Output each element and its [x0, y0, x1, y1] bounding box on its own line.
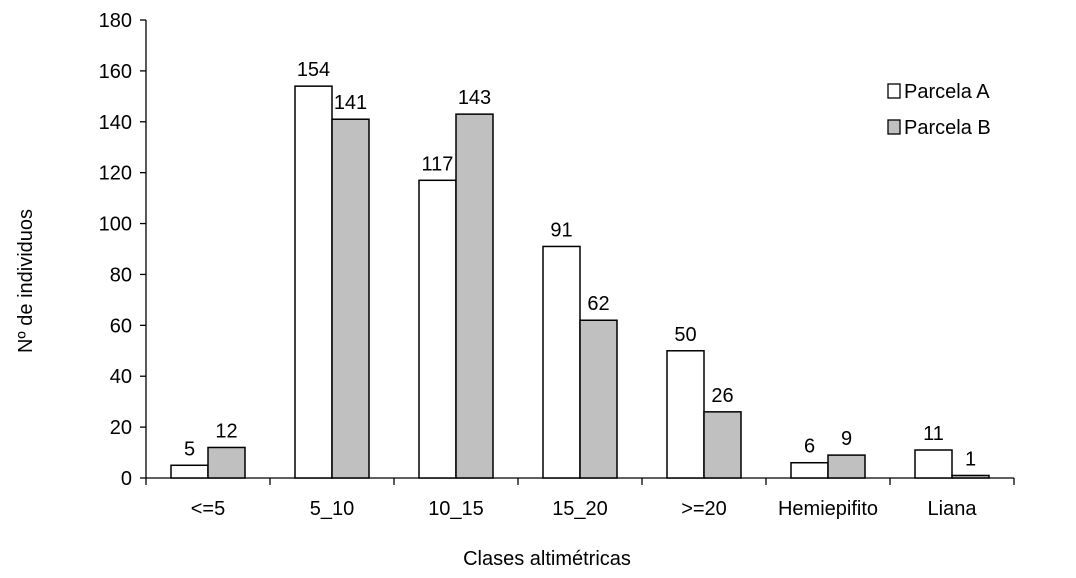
x-tick-label: >=20: [681, 498, 727, 520]
data-label: 62: [587, 293, 609, 315]
y-tick-label: 180: [99, 10, 132, 32]
data-label: 9: [841, 428, 852, 450]
data-label: 5: [184, 438, 195, 460]
bar-parcela-b: [207, 446, 246, 479]
y-tick-label: 120: [99, 163, 132, 185]
bar-parcela-b: [827, 454, 866, 479]
data-label: 117: [422, 153, 454, 175]
data-label: 11: [923, 423, 944, 445]
x-tick-label: 10_15: [428, 498, 484, 520]
bar-parcela-b: [455, 113, 494, 479]
y-axis-title: Nº de individuos: [15, 209, 37, 353]
data-label: 12: [215, 420, 237, 442]
x-tick-label: 5_10: [310, 498, 355, 520]
y-tick-label: 100: [99, 214, 132, 236]
bar-parcela-a: [294, 85, 333, 479]
bar-parcela-a: [170, 464, 209, 479]
data-label: 26: [711, 385, 733, 407]
x-tick-label: Hemiepifito: [778, 498, 878, 520]
data-label: 1: [965, 448, 976, 470]
bar-parcela-b: [331, 118, 370, 479]
y-tick-label: 160: [99, 61, 132, 83]
y-tick-label: 0: [121, 468, 132, 490]
data-label: 154: [297, 59, 330, 81]
x-axis: <=5 5_10 10_15 15_20 >=20 Hemiepifito Liana: [145, 477, 1015, 520]
x-tick-label: <=5: [191, 498, 225, 520]
legend-swatch: [887, 119, 901, 135]
legend-label: Parcela B: [904, 117, 991, 139]
data-label: 143: [458, 87, 491, 109]
bars: [170, 85, 990, 479]
bar-parcela-a: [666, 350, 705, 479]
legend-label: Parcela A: [904, 81, 990, 103]
y-tick-label: 80: [110, 264, 132, 286]
x-tick-label: 15_20: [552, 498, 608, 520]
legend: Parcela A Parcela B: [887, 81, 991, 139]
y-tick-label: 20: [110, 417, 132, 439]
legend-swatch: [887, 83, 901, 99]
bar-parcela-b: [951, 474, 990, 479]
bar-parcela-a: [914, 449, 953, 479]
y-axis: 0 20 40 60 80 100 120 140 160 180: [99, 10, 147, 490]
bar-parcela-a: [790, 461, 829, 479]
bar-parcela-a: [418, 179, 457, 479]
bar-parcela-b: [579, 319, 618, 479]
bar-parcela-a: [542, 245, 581, 479]
y-tick-label: 40: [110, 366, 132, 388]
y-tick-label: 60: [110, 315, 132, 337]
x-tick-label: Liana: [928, 498, 978, 520]
x-axis-title: Clases altimétricas: [463, 548, 631, 570]
y-tick-label: 140: [99, 112, 132, 134]
data-label: 6: [804, 436, 815, 458]
data-label: 141: [334, 92, 367, 114]
data-label: 91: [550, 219, 572, 241]
data-label: 50: [674, 324, 696, 346]
bar-parcela-b: [703, 411, 742, 479]
